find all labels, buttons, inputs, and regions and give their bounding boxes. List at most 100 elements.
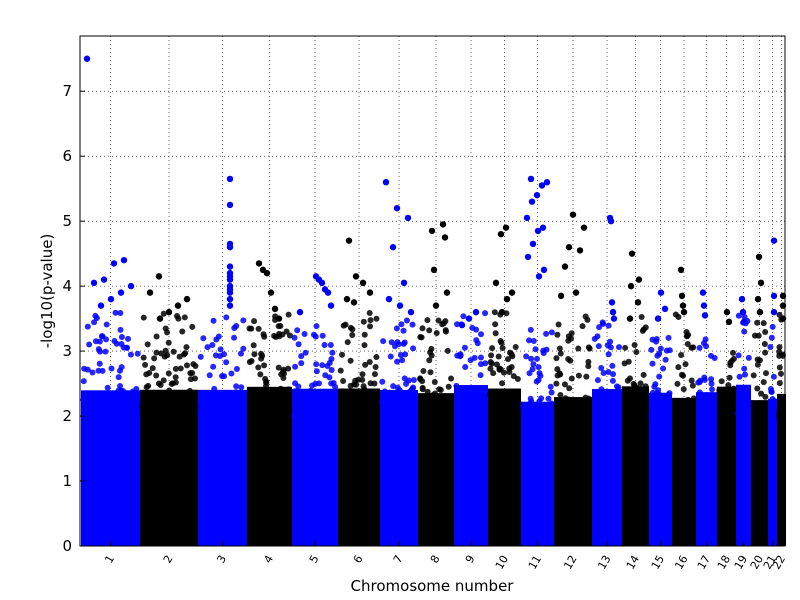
x-tick-label-chr-6: 6 — [351, 553, 366, 566]
chr-20-point — [754, 319, 761, 326]
chr-16-point — [688, 377, 695, 384]
chr-3-point — [217, 346, 224, 353]
chr-3-peak-point — [226, 276, 234, 283]
chr-2-point — [180, 351, 187, 358]
chr-4-point — [276, 333, 283, 340]
chr-13-point — [604, 400, 611, 407]
chr-12-point — [554, 372, 561, 379]
chr-9-point — [469, 324, 476, 331]
chr-21-peak-point — [770, 292, 778, 300]
chr-21-point — [768, 334, 775, 341]
chr-10-point — [498, 339, 505, 346]
chr-14-point — [638, 412, 645, 419]
chr-2-point — [157, 408, 164, 415]
chr-3-point — [233, 396, 240, 403]
chr-1-point — [89, 369, 96, 376]
chr-10-point — [500, 411, 507, 418]
chr-14-point — [623, 413, 630, 420]
chr-3-point — [221, 391, 228, 398]
chr-13-peak-point — [609, 308, 617, 316]
chr-9-point — [476, 399, 483, 406]
chr-4-point — [286, 332, 293, 339]
chr-20-peak-point — [755, 253, 763, 261]
x-tick-label-chr-20: 20 — [748, 553, 766, 572]
chr-11-point — [548, 389, 555, 396]
chr-5-point — [298, 353, 305, 360]
chr-10-point — [493, 408, 500, 415]
chr-22-dense-band — [777, 393, 786, 546]
chr-5-point — [302, 349, 309, 356]
y-tick-label: 0 — [62, 537, 72, 555]
chr-1-point — [84, 366, 91, 373]
chr-2-point — [139, 404, 146, 411]
chr-2-point — [160, 377, 167, 384]
chr-13-point — [605, 351, 612, 358]
chr-10-peak-point — [508, 289, 516, 296]
chr-9-point — [477, 354, 484, 361]
chr-8-peak-point — [432, 302, 440, 309]
chr-18-point — [730, 388, 737, 395]
chr-8-peak-point — [428, 227, 436, 235]
chr-14-point — [638, 313, 645, 320]
chr-1-point — [113, 413, 120, 420]
chr-16-point — [682, 361, 689, 368]
chr-1-peak-point — [117, 289, 125, 296]
chr-20-peak-point — [754, 295, 762, 303]
chr-14-peak-point — [627, 282, 635, 290]
chr-2-point — [143, 411, 150, 418]
chr-22-point — [776, 364, 783, 371]
chr-2-peak-point — [183, 295, 191, 303]
chr-16-point — [675, 364, 682, 371]
plot-frame — [79, 35, 786, 547]
chr-2-point — [153, 349, 160, 356]
chr-16-point — [686, 412, 693, 419]
chr-15-point — [656, 373, 663, 380]
chr-5-point — [319, 362, 326, 369]
chr-2-point — [142, 361, 149, 368]
chr-2-point — [164, 398, 171, 405]
chr-17-point — [696, 344, 703, 351]
chr-17-point — [707, 352, 714, 359]
chr-17-point — [711, 405, 718, 412]
chr-1-point — [134, 350, 141, 357]
chr-5-point — [303, 407, 310, 414]
chr-8-point — [420, 368, 427, 375]
chr-7-point — [381, 401, 388, 408]
chr-1-point — [122, 412, 129, 419]
chr-12-point — [561, 381, 568, 388]
chr-2-point — [166, 387, 173, 394]
chr-6-point — [373, 409, 380, 416]
x-tick-label-chr-22: 22 — [770, 553, 788, 572]
chr-10-peak-point — [492, 279, 500, 287]
chr-2-point — [149, 365, 156, 372]
chr-1-point — [80, 378, 87, 385]
chr-19-point — [736, 373, 743, 380]
chr-10-point — [489, 345, 496, 352]
chr-16-dense-band — [672, 397, 696, 546]
y-axis-label: -log10(p-value) — [38, 234, 56, 349]
chr-10-point — [492, 330, 499, 337]
chr-1-point — [118, 399, 125, 406]
chr-12-point — [575, 372, 582, 379]
chr-19-point — [739, 404, 746, 411]
chr-1-point — [130, 393, 137, 400]
chr-12-point — [553, 404, 560, 411]
chr-17-peak-point — [701, 312, 709, 319]
chr-3-point — [216, 407, 223, 414]
chr-1-point — [118, 364, 125, 371]
chr-5-point — [303, 413, 310, 420]
chr-13-point — [610, 371, 617, 378]
chr-5-point — [291, 334, 298, 341]
chr-3-point — [232, 389, 239, 396]
chr-3-peak-point — [226, 263, 234, 270]
chr-9-peak-point — [465, 315, 473, 322]
chr-1-point — [87, 392, 94, 399]
chr-5-point — [331, 398, 338, 405]
chr-6-point — [359, 371, 366, 378]
chr-3-point — [221, 373, 228, 380]
chr-8-point — [419, 325, 426, 332]
chr-17-point — [696, 379, 703, 386]
chr-6-point — [361, 331, 368, 338]
chr-19-peak-point — [739, 308, 747, 316]
chr-2-point — [172, 365, 179, 372]
